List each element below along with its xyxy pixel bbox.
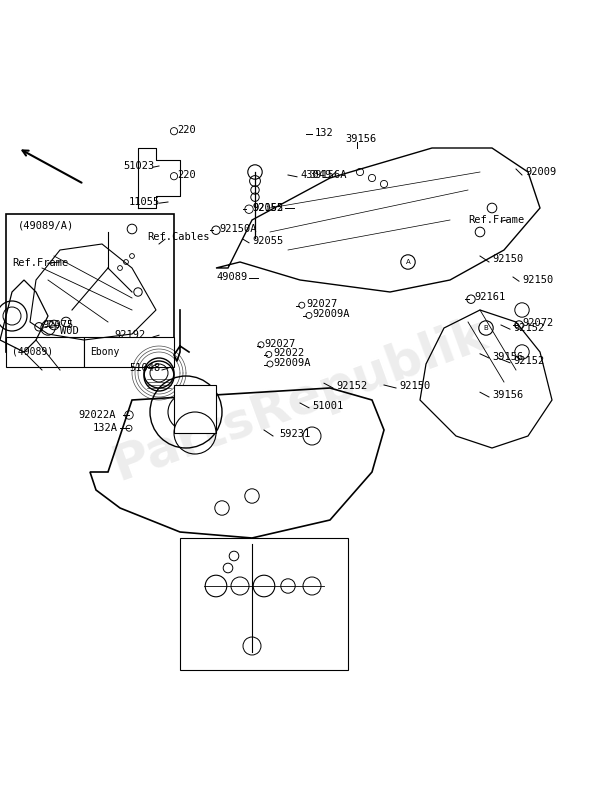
Text: 92072: 92072 — [522, 318, 553, 328]
Text: 92027: 92027 — [264, 339, 295, 349]
Text: 92009A: 92009A — [273, 358, 311, 368]
Text: W0D: W0D — [60, 326, 79, 336]
Text: 11055: 11055 — [129, 197, 160, 207]
Text: 92150: 92150 — [492, 254, 523, 264]
Text: 92161: 92161 — [474, 292, 505, 302]
Text: 92150: 92150 — [399, 381, 430, 390]
Text: 132A: 132A — [93, 423, 118, 434]
Bar — [6, 214, 174, 352]
Text: 220: 220 — [177, 125, 196, 135]
Text: 39156: 39156 — [492, 352, 523, 362]
Text: 51023: 51023 — [123, 161, 154, 171]
Text: B: B — [484, 325, 488, 331]
Text: 92150: 92150 — [522, 275, 553, 285]
Text: Ref.Frame: Ref.Frame — [12, 258, 68, 268]
Text: 92009A: 92009A — [312, 309, 349, 319]
Text: 92055: 92055 — [252, 203, 283, 213]
Bar — [180, 538, 348, 670]
Text: 92075: 92075 — [42, 320, 73, 330]
Text: 92152: 92152 — [252, 203, 283, 213]
Text: PartsRepublik: PartsRepublik — [106, 310, 494, 490]
Text: 132: 132 — [315, 128, 334, 138]
Text: 92152: 92152 — [513, 323, 544, 333]
Text: 92150A: 92150A — [219, 224, 257, 234]
Text: 39156A: 39156A — [309, 170, 347, 180]
Text: 92055: 92055 — [252, 236, 283, 246]
Text: (49089/A): (49089/A) — [18, 221, 74, 231]
Text: Ebony: Ebony — [90, 347, 119, 357]
Bar — [84, 337, 174, 367]
Text: 49089: 49089 — [216, 272, 247, 282]
Bar — [174, 385, 216, 433]
Text: 92009: 92009 — [525, 167, 556, 177]
Text: 43049: 43049 — [300, 170, 331, 180]
Text: 59231: 59231 — [279, 429, 310, 439]
Bar — [6, 337, 84, 367]
Text: 92022: 92022 — [273, 348, 304, 358]
Text: 51001: 51001 — [312, 401, 343, 411]
Text: 220: 220 — [177, 170, 196, 180]
Text: Ref.Cables: Ref.Cables — [147, 232, 209, 242]
Text: 51048: 51048 — [129, 363, 160, 373]
Text: (49089): (49089) — [12, 347, 53, 357]
Text: 92027: 92027 — [306, 299, 337, 309]
Text: 92152: 92152 — [336, 381, 367, 390]
Text: Ref.Frame: Ref.Frame — [468, 215, 524, 225]
Text: 92192: 92192 — [114, 330, 145, 340]
Text: 92022A: 92022A — [78, 410, 115, 420]
Text: 92152: 92152 — [513, 356, 544, 366]
Text: 39156: 39156 — [345, 134, 376, 144]
Text: 39156: 39156 — [492, 390, 523, 400]
Text: A: A — [406, 259, 410, 265]
